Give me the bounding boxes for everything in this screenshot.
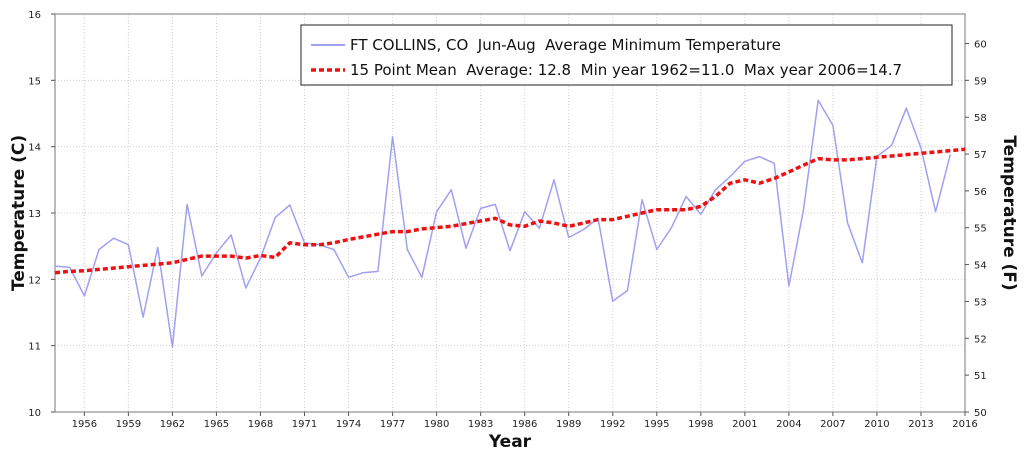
y-tick-label-left: 15 — [28, 76, 41, 87]
y-tick-label-right: 54 — [974, 261, 987, 272]
y-axis-right-title: Temperature (F) — [999, 135, 1019, 290]
y-tick-label-left: 11 — [28, 342, 41, 353]
y-axis-right-ticks: 50 51 52 53 54 55 56 57 58 59 60 — [965, 39, 987, 419]
x-tick-label: 1992 — [600, 419, 625, 430]
y-tick-label-right: 50 — [974, 408, 987, 419]
x-tick-label: 1968 — [248, 419, 273, 430]
x-tick-label: 1965 — [204, 419, 229, 430]
y-tick-label-left: 13 — [28, 209, 41, 220]
series-layer — [54, 99, 966, 348]
series-line-15pt-mean — [54, 147, 966, 275]
x-tick-label: 1974 — [336, 419, 361, 430]
y-tick-label-left: 16 — [28, 10, 41, 21]
y-tick-label-right: 52 — [974, 334, 987, 345]
y-tick-label-right: 51 — [974, 371, 987, 382]
y-tick-label-right: 55 — [974, 224, 987, 235]
legend: FT COLLINS, CO Jun-Aug Average Minimum T… — [300, 24, 953, 86]
legend-label-mean: 15 Point Mean Average: 12.8 Min year 196… — [350, 61, 902, 79]
series-line-observed — [54, 99, 952, 348]
x-axis-title: Year — [488, 432, 532, 452]
x-tick-label: 1983 — [468, 419, 493, 430]
x-tick-label: 2013 — [908, 419, 933, 430]
x-tick-label: 2016 — [952, 419, 977, 430]
y-tick-label-right: 58 — [974, 113, 987, 124]
x-tick-label: 1956 — [72, 419, 97, 430]
y-tick-label-right: 53 — [974, 297, 987, 308]
x-tick-label: 2007 — [820, 419, 845, 430]
x-tick-label: 1959 — [116, 419, 141, 430]
x-tick-label: 1995 — [644, 419, 669, 430]
y-axis-left-ticks: 10 11 12 13 14 15 16 — [28, 10, 55, 419]
y-axis-left-title: Temperature (C) — [9, 135, 29, 291]
x-tick-label: 1971 — [292, 419, 317, 430]
x-tick-label: 2004 — [776, 419, 801, 430]
x-tick-label: 1962 — [160, 419, 185, 430]
y-tick-label-left: 12 — [28, 275, 41, 286]
y-tick-label-left: 14 — [28, 143, 41, 154]
x-tick-label: 1989 — [556, 419, 581, 430]
x-tick-label: 1977 — [380, 419, 405, 430]
x-tick-label: 1980 — [424, 419, 449, 430]
y-tick-label-right: 56 — [974, 187, 987, 198]
legend-box — [300, 24, 953, 86]
x-tick-label: 2001 — [732, 419, 757, 430]
x-tick-label: 1986 — [512, 419, 537, 430]
x-tick-label: 2010 — [864, 419, 889, 430]
x-tick-label: 1998 — [688, 419, 713, 430]
legend-label-observed: FT COLLINS, CO Jun-Aug Average Minimum T… — [350, 36, 781, 54]
y-tick-label-left: 10 — [28, 408, 41, 419]
y-tick-label-right: 59 — [974, 76, 987, 87]
y-tick-label-right: 57 — [974, 150, 987, 161]
y-tick-label-right: 60 — [974, 39, 987, 50]
x-axis-ticks: 1956 1959 1962 1965 1968 1971 1974 1977 1980 1983… — [72, 412, 978, 430]
